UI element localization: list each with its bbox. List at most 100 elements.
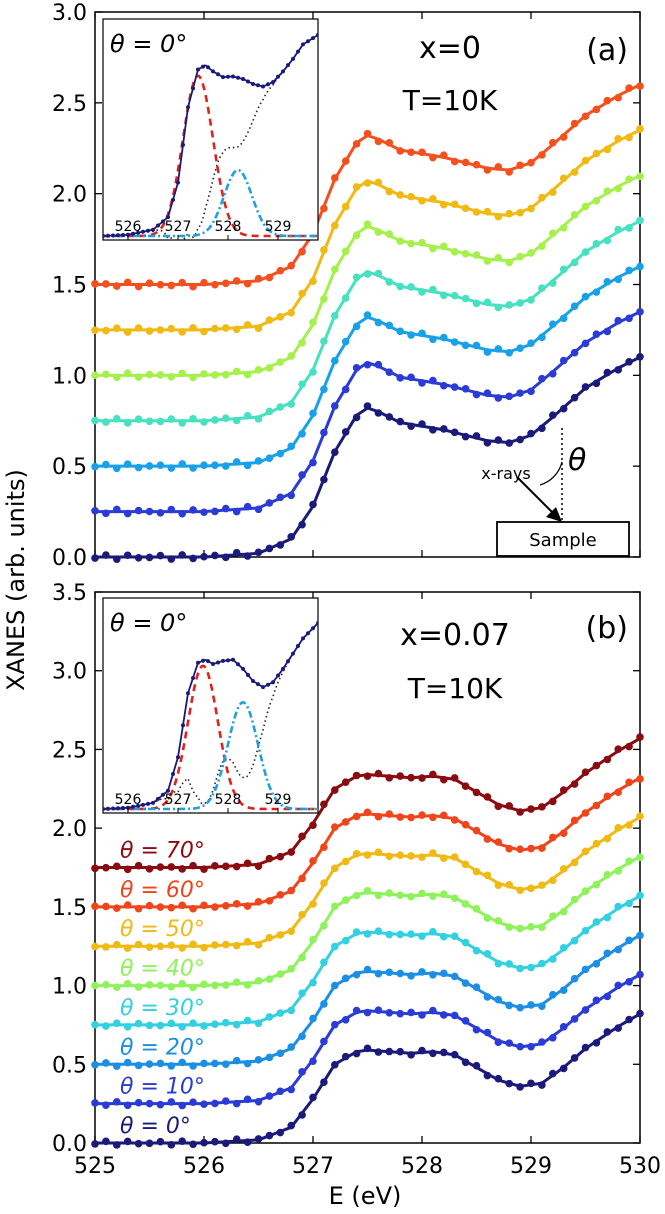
data-point — [407, 331, 415, 339]
data-point — [276, 852, 285, 861]
inset-data-point — [216, 72, 220, 77]
data-point — [123, 369, 132, 377]
data-point — [363, 129, 372, 138]
data-point — [102, 460, 110, 469]
data-point — [407, 192, 415, 201]
data-point — [440, 200, 448, 209]
data-point — [549, 912, 557, 920]
data-point — [527, 296, 535, 304]
data-point — [374, 228, 383, 236]
data-point — [265, 364, 274, 372]
data-point — [156, 326, 165, 334]
data-point — [483, 439, 492, 447]
inset-data-point — [231, 657, 235, 662]
data-point — [222, 414, 230, 423]
data-point — [516, 1083, 524, 1091]
data-point — [287, 261, 296, 270]
data-point — [614, 93, 622, 102]
data-point — [222, 370, 230, 379]
data-point — [254, 457, 263, 465]
data-point — [527, 387, 535, 396]
data-point — [505, 168, 513, 176]
y-tick-label: 0.5 — [52, 455, 87, 480]
data-point — [625, 977, 633, 986]
data-point — [243, 902, 252, 910]
data-point — [450, 972, 459, 981]
data-point — [232, 458, 241, 466]
data-point — [472, 299, 481, 308]
data-point — [211, 1099, 219, 1108]
data-point — [385, 278, 394, 286]
data-point — [232, 978, 241, 986]
data-point — [527, 922, 535, 931]
data-point — [189, 1140, 197, 1149]
data-point — [265, 854, 274, 863]
data-point — [570, 348, 579, 357]
data-point — [549, 411, 557, 419]
data-point — [189, 554, 197, 563]
data-point — [123, 1101, 132, 1110]
data-point — [516, 389, 524, 397]
data-point — [189, 1062, 197, 1070]
data-point — [341, 428, 350, 436]
data-point — [483, 1028, 492, 1037]
data-point — [352, 140, 361, 148]
inset-data-point — [171, 771, 175, 776]
data-point — [516, 252, 524, 261]
data-point — [178, 1058, 186, 1067]
data-point — [200, 901, 208, 910]
data-point — [309, 277, 317, 286]
data-point — [320, 246, 328, 254]
data-point — [167, 281, 176, 290]
data-point — [581, 1043, 590, 1052]
data-point — [636, 853, 644, 861]
data-point — [581, 339, 590, 348]
data-point — [211, 461, 219, 470]
data-point — [254, 1055, 263, 1064]
inset-data-point — [156, 223, 160, 228]
inset-data-point — [111, 806, 115, 811]
data-point — [352, 812, 361, 821]
data-point — [636, 82, 644, 90]
data-point — [461, 860, 470, 869]
data-point — [494, 394, 503, 402]
inset-data-point — [181, 723, 185, 728]
data-point — [385, 930, 394, 939]
data-point — [505, 258, 513, 267]
data-point — [200, 1138, 208, 1147]
data-point — [407, 239, 415, 248]
data-point — [483, 793, 492, 801]
data-point — [320, 879, 328, 888]
data-point — [298, 1111, 306, 1119]
data-point — [178, 1137, 186, 1145]
data-point — [363, 402, 372, 410]
data-point — [331, 864, 339, 873]
inset-data-point — [256, 682, 260, 687]
data-point — [298, 1068, 306, 1076]
y-tick-label: 1.5 — [52, 274, 87, 299]
data-point — [243, 321, 252, 329]
data-point — [538, 803, 546, 811]
data-point — [636, 125, 644, 133]
data-point — [418, 329, 426, 338]
data-point — [134, 904, 143, 913]
data-point — [254, 862, 263, 871]
data-point — [505, 392, 513, 401]
data-point — [429, 285, 437, 294]
data-point — [298, 989, 306, 998]
data-point — [113, 464, 121, 473]
data-point — [407, 373, 415, 382]
data-point — [483, 1071, 492, 1080]
data-point — [570, 393, 579, 402]
data-point — [331, 902, 339, 911]
data-point — [243, 1095, 252, 1104]
data-point — [178, 944, 186, 952]
data-point — [243, 938, 252, 946]
data-point — [429, 153, 437, 162]
data-point — [222, 862, 230, 871]
inset-data-point — [151, 227, 155, 232]
x-tick-label: 528 — [401, 1154, 443, 1179]
data-point — [352, 970, 361, 979]
inset-data-point — [176, 180, 180, 185]
data-point — [156, 509, 165, 517]
